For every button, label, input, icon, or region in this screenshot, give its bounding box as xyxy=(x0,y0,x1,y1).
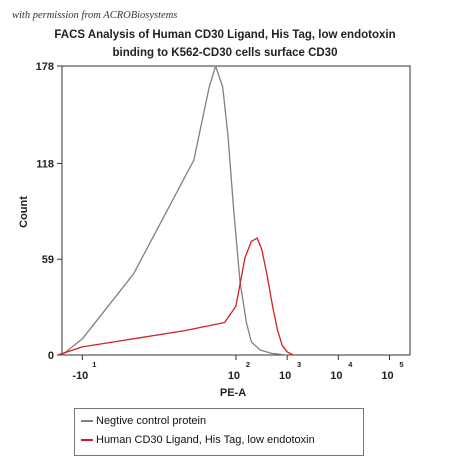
series-line-0 xyxy=(61,65,288,356)
x-tick-label: 10 5 xyxy=(381,360,403,382)
y-axis-label: Count xyxy=(18,196,30,228)
x-tick-label: 10 2 xyxy=(228,360,250,382)
x-tick-exponent: 5 xyxy=(399,360,403,369)
x-tick-label: -10 1 xyxy=(72,360,96,382)
legend: Negtive control protein Human CD30 Ligan… xyxy=(74,408,364,456)
x-tick-exponent: 2 xyxy=(246,360,250,369)
y-tick-label: 178 xyxy=(36,61,54,73)
x-tick-base: 10 xyxy=(279,370,291,382)
x-axis-label: PE-A xyxy=(220,387,246,399)
x-tick-base: -10 xyxy=(72,370,88,382)
y-tick-label: 118 xyxy=(36,158,54,170)
x-tick-base: 10 xyxy=(381,370,393,382)
chart-title-line-2: binding to K562-CD30 cells surface CD30 xyxy=(112,47,338,59)
x-tick-base: 10 xyxy=(330,370,342,382)
chart-title-line-1: FACS Analysis of Human CD30 Ligand, His … xyxy=(54,29,396,41)
x-tick-exponent: 1 xyxy=(92,360,96,369)
plot-frame xyxy=(61,65,411,356)
legend-swatch-cd30-ligand xyxy=(81,439,93,441)
legend-label-negative-control: Negtive control protein xyxy=(96,415,207,427)
y-axis: 0 59 118 178 xyxy=(36,61,62,362)
y-tick-label: 59 xyxy=(42,254,54,266)
x-axis: -10 1 10 2 10 3 10 4 10 5 xyxy=(72,355,404,382)
legend-item-negative-control: Negtive control protein xyxy=(81,415,206,427)
legend-swatch-negative-control xyxy=(81,420,93,422)
x-tick-base: 10 xyxy=(228,370,240,382)
legend-item-cd30-ligand: Human CD30 Ligand, His Tag, low endotoxi… xyxy=(81,434,315,446)
x-tick-label: 10 4 xyxy=(330,360,353,382)
x-tick-exponent: 4 xyxy=(348,360,353,369)
legend-label-cd30-ligand: Human CD30 Ligand, His Tag, low endotoxi… xyxy=(96,434,315,446)
series-line-1 xyxy=(57,237,294,356)
series-layer xyxy=(57,65,294,356)
y-tick-label: 0 xyxy=(48,350,54,362)
x-tick-label: 10 3 xyxy=(279,360,301,382)
watermark: with permission from ACROBiosystems xyxy=(12,10,178,21)
x-tick-exponent: 3 xyxy=(297,360,301,369)
